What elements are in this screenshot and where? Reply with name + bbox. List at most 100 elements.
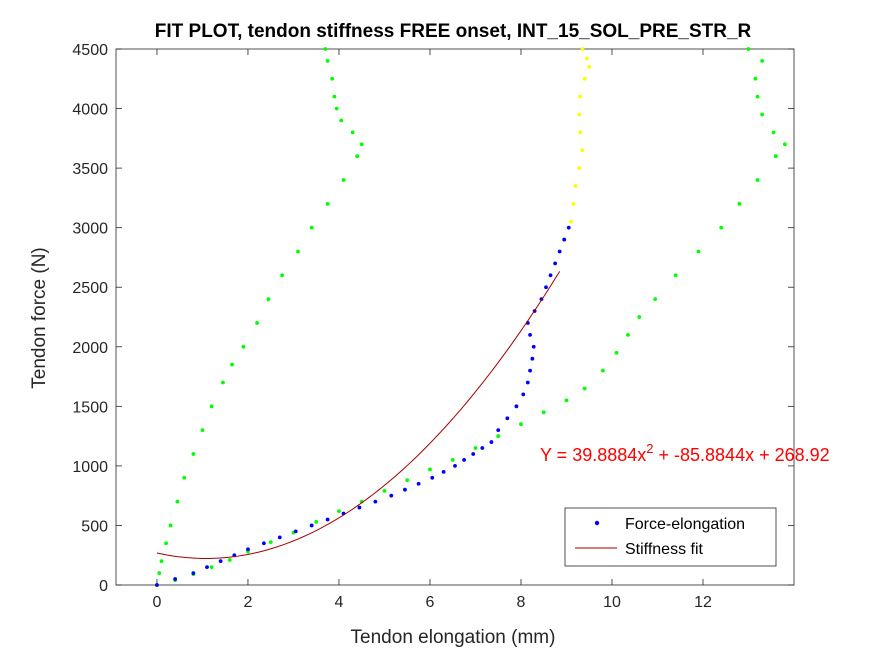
data-point [325,201,330,206]
data-point [521,392,526,397]
data-point [339,118,344,123]
legend-box [564,507,777,567]
data-point [582,76,587,81]
fit-layer [156,271,561,559]
data-point [548,273,553,278]
fit-equation: Y = 39.8884x2 + -85.8844x + 268.92 [540,441,830,465]
legend-label-stiffness-fit: Stiffness fit [625,541,704,558]
plot-box [115,48,795,586]
data-point [359,142,364,147]
data-point [293,529,298,534]
data-point [569,219,573,224]
data-point [519,422,523,427]
data-point [637,315,642,319]
data-point [585,56,589,61]
data-point [755,178,760,182]
data-point [209,404,214,409]
data-point [480,446,485,450]
data-point [541,410,546,415]
data-point [587,64,592,69]
x-tick-label: 6 [426,594,435,611]
y-tick-label: 2500 [72,280,108,297]
data-point [164,541,168,546]
stiffness-fit-line [156,271,561,559]
data-point [530,356,535,361]
data-point [614,350,619,355]
data-point [578,94,583,99]
data-point [221,380,225,385]
data-point [544,285,548,290]
data-point [450,458,455,462]
data-point [350,130,355,135]
data-point [373,499,378,504]
data-point [653,297,658,302]
data-point [580,148,585,153]
data-point [382,489,387,493]
series-1 [569,47,592,224]
data-point [582,386,587,391]
data-point [719,225,724,230]
y-tick-label: 3000 [72,221,108,238]
legend: Force-elongation Stiffness fit [564,507,777,567]
data-point [323,47,328,51]
data-point [528,368,532,373]
legend-marker-force-elongation [594,520,600,526]
tick-layer: 0 2 4 6 8 10 12 0 500 1000 1500 2000 2500 3000 3500 400… [72,42,794,611]
data-point [168,523,173,528]
x-tick-label: 2 [244,594,253,611]
y-tick-label: 4000 [72,102,108,119]
data-point [332,94,337,99]
data-point [159,559,164,564]
data-point [405,478,410,483]
data-point [571,201,576,206]
fit-equation-suffix: + -85.8844x + 268.92 [654,445,830,465]
data-point [771,130,776,135]
data-point [277,535,282,540]
data-point [416,481,421,486]
data-point [760,59,765,63]
data-point [175,499,180,504]
data-point [557,249,562,254]
series-3 [155,47,787,587]
y-axis-label: Tendon force (N) [29,247,50,389]
data-point [553,261,558,266]
x-axis-label: Tendon elongation (mm) [351,627,556,648]
data-point [573,184,578,188]
data-point [566,225,571,230]
data-point [737,201,742,206]
data-point [760,112,765,117]
data-point [337,509,341,514]
data-point [255,321,259,325]
data-point [496,428,501,433]
data-point [325,517,330,522]
data-point [173,577,178,581]
data-point [473,446,478,450]
data-point [209,565,214,570]
data-point [357,505,362,510]
data-point [266,297,271,302]
y-tick-label: 4500 [72,42,108,59]
fit-equation-prefix: Y = 39.8884x [540,445,646,465]
data-point [525,380,530,385]
data-point [746,47,751,51]
x-tick-label: 8 [517,594,526,611]
data-point [564,398,569,403]
y-tick-label: 3500 [72,161,108,178]
y-tick-label: 500 [81,518,108,535]
data-point [330,76,335,81]
data-point [528,332,532,337]
y-tick-label: 1500 [72,399,108,416]
data-point [531,344,536,349]
data-point [191,452,196,456]
x-tick-label: 12 [694,594,712,611]
data-point [325,59,330,63]
data-point [753,76,758,81]
data-point [626,332,630,337]
data-point [280,273,284,278]
data-point [673,273,678,278]
y-tick-label: 2000 [72,340,108,357]
data-point [696,249,701,254]
data-point [230,362,234,367]
data-point [441,469,446,474]
